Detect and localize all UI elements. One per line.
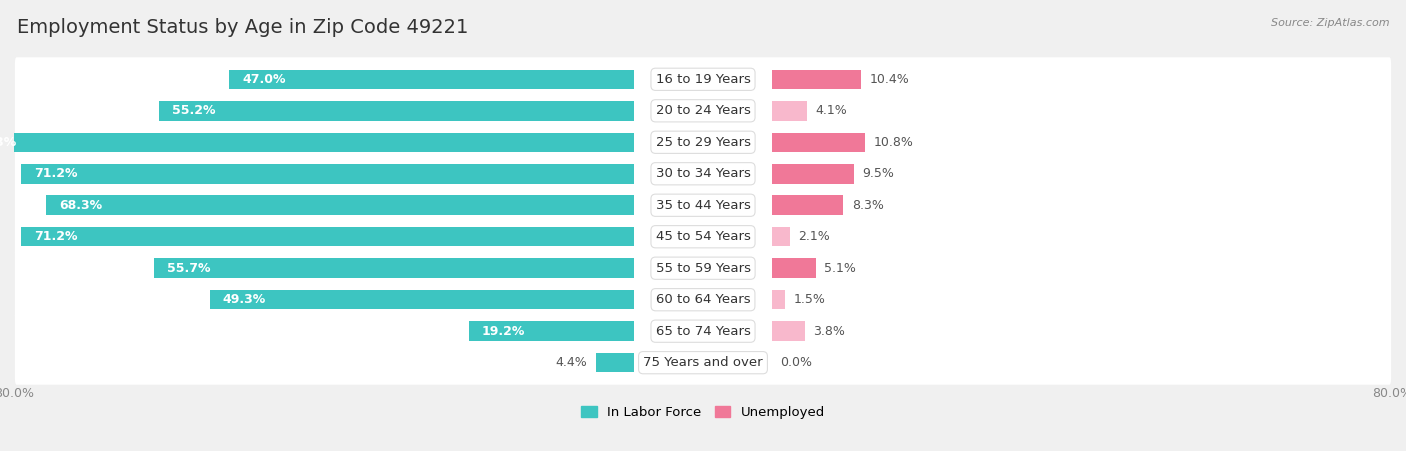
FancyBboxPatch shape [15, 246, 1391, 290]
Text: 65 to 74 Years: 65 to 74 Years [655, 325, 751, 338]
Text: 8.3%: 8.3% [852, 199, 884, 212]
Bar [772, 227, 790, 247]
Text: 71.2%: 71.2% [34, 167, 77, 180]
Text: 5.1%: 5.1% [824, 262, 856, 275]
FancyBboxPatch shape [15, 341, 1391, 385]
Text: 80.0%: 80.0% [1372, 387, 1406, 400]
FancyBboxPatch shape [15, 120, 1391, 164]
Bar [772, 164, 853, 184]
FancyBboxPatch shape [15, 152, 1391, 196]
Bar [21, 227, 634, 247]
Bar [209, 290, 634, 309]
Bar [772, 69, 862, 89]
FancyBboxPatch shape [15, 278, 1391, 322]
Text: 55.2%: 55.2% [172, 104, 215, 117]
Text: 68.3%: 68.3% [59, 199, 103, 212]
Text: 80.0%: 80.0% [0, 387, 34, 400]
FancyBboxPatch shape [15, 57, 1391, 101]
Text: 35 to 44 Years: 35 to 44 Years [655, 199, 751, 212]
Bar [772, 195, 844, 215]
Bar [229, 69, 634, 89]
Bar [46, 195, 634, 215]
Text: 30 to 34 Years: 30 to 34 Years [655, 167, 751, 180]
Text: 3.8%: 3.8% [813, 325, 845, 338]
Bar [468, 322, 634, 341]
FancyBboxPatch shape [15, 215, 1391, 259]
Bar [772, 101, 807, 120]
Text: 2.1%: 2.1% [799, 230, 831, 243]
Text: 4.4%: 4.4% [555, 356, 588, 369]
FancyBboxPatch shape [15, 183, 1391, 227]
Text: 78.3%: 78.3% [0, 136, 15, 149]
Bar [596, 353, 634, 373]
Text: 1.5%: 1.5% [793, 293, 825, 306]
Bar [772, 290, 785, 309]
Text: 19.2%: 19.2% [482, 325, 524, 338]
Text: 75 Years and over: 75 Years and over [643, 356, 763, 369]
Text: 10.8%: 10.8% [873, 136, 914, 149]
Text: 55 to 59 Years: 55 to 59 Years [655, 262, 751, 275]
Text: Employment Status by Age in Zip Code 49221: Employment Status by Age in Zip Code 492… [17, 18, 468, 37]
Text: 10.4%: 10.4% [870, 73, 910, 86]
Bar [155, 258, 634, 278]
Text: 47.0%: 47.0% [242, 73, 285, 86]
Bar [21, 164, 634, 184]
Bar [772, 322, 804, 341]
Text: 4.1%: 4.1% [815, 104, 848, 117]
FancyBboxPatch shape [15, 309, 1391, 353]
Text: 45 to 54 Years: 45 to 54 Years [655, 230, 751, 243]
Text: 49.3%: 49.3% [222, 293, 266, 306]
Bar [0, 133, 634, 152]
Bar [159, 101, 634, 120]
FancyBboxPatch shape [15, 89, 1391, 133]
Bar [772, 133, 865, 152]
Legend: In Labor Force, Unemployed: In Labor Force, Unemployed [575, 401, 831, 425]
Bar [772, 258, 815, 278]
Text: 16 to 19 Years: 16 to 19 Years [655, 73, 751, 86]
Text: 71.2%: 71.2% [34, 230, 77, 243]
Text: 25 to 29 Years: 25 to 29 Years [655, 136, 751, 149]
Text: Source: ZipAtlas.com: Source: ZipAtlas.com [1271, 18, 1389, 28]
Text: 20 to 24 Years: 20 to 24 Years [655, 104, 751, 117]
Text: 60 to 64 Years: 60 to 64 Years [655, 293, 751, 306]
Text: 9.5%: 9.5% [862, 167, 894, 180]
Text: 0.0%: 0.0% [780, 356, 813, 369]
Text: 55.7%: 55.7% [167, 262, 211, 275]
